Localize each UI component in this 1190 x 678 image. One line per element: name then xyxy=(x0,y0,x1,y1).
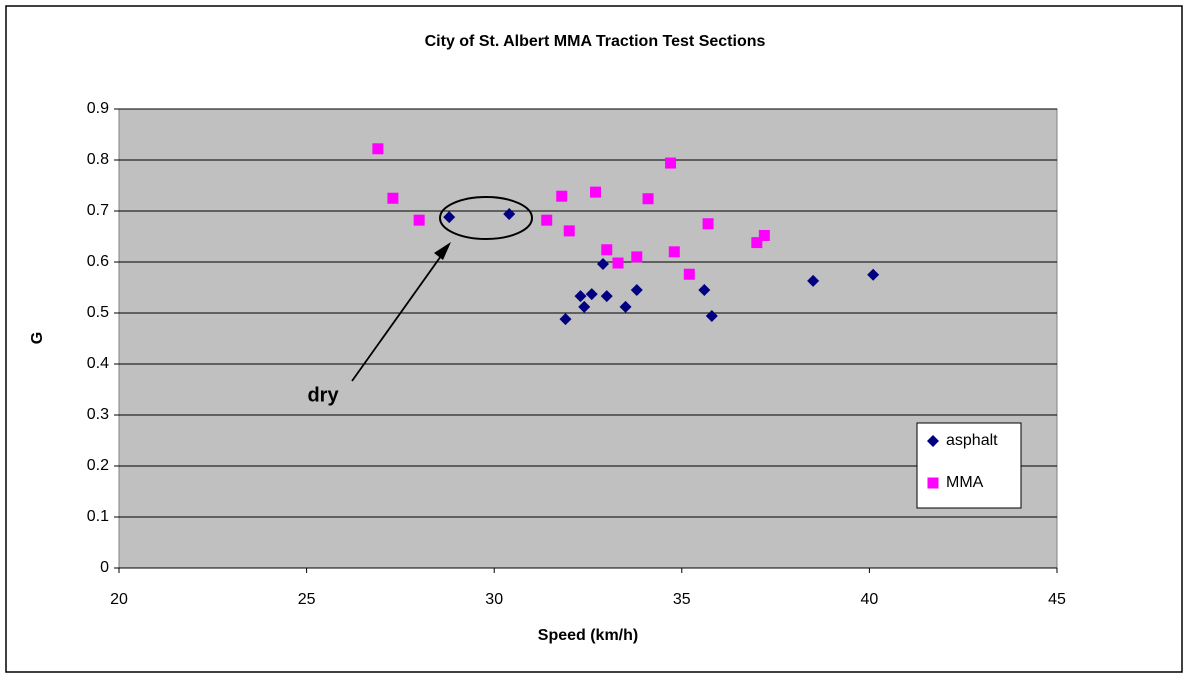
point xyxy=(683,268,695,280)
point xyxy=(387,192,399,204)
point xyxy=(563,225,575,237)
point xyxy=(590,186,602,198)
point xyxy=(630,284,643,297)
plot-area xyxy=(118,108,1058,569)
point xyxy=(556,190,568,202)
y-tick-label: 0.8 xyxy=(87,151,109,168)
x-tick-label: 30 xyxy=(485,591,503,608)
point xyxy=(705,310,718,323)
y-tick-label: 0.1 xyxy=(87,508,109,525)
point xyxy=(578,300,591,313)
point xyxy=(642,193,654,205)
annotation-ellipse xyxy=(439,196,533,240)
x-tick-label: 45 xyxy=(1048,591,1066,608)
y-tick-label: 0 xyxy=(100,559,109,576)
point xyxy=(668,246,680,258)
x-tick-label: 40 xyxy=(861,591,879,608)
point xyxy=(443,211,456,224)
legend-marker xyxy=(927,477,939,489)
point xyxy=(867,268,880,281)
annotation-text: dry xyxy=(307,384,339,406)
y-tick-label: 0.3 xyxy=(87,406,109,423)
point xyxy=(698,284,711,297)
point xyxy=(559,313,572,326)
legend-marker xyxy=(927,435,939,447)
annotation-arrow xyxy=(351,248,447,382)
x-tick-label: 20 xyxy=(110,591,128,608)
legend-label: asphalt xyxy=(946,432,998,449)
x-axis-label: Speed (km/h) xyxy=(538,627,638,644)
chart-title: City of St. Albert MMA Traction Test Sec… xyxy=(425,33,766,50)
point xyxy=(601,244,613,256)
y-tick-label: 0.6 xyxy=(87,253,109,270)
y-tick-label: 0.5 xyxy=(87,304,109,321)
point xyxy=(413,214,425,226)
point xyxy=(372,143,384,155)
point xyxy=(807,274,820,287)
point xyxy=(503,208,516,221)
point xyxy=(702,218,714,230)
arrow-head xyxy=(434,242,451,260)
y-tick-label: 0.9 xyxy=(87,100,109,117)
point xyxy=(541,214,553,226)
y-tick-label: 0.2 xyxy=(87,457,109,474)
point xyxy=(600,290,613,303)
legend-label: MMA xyxy=(946,474,984,491)
y-tick-label: 0.4 xyxy=(87,355,109,372)
point xyxy=(631,251,643,263)
y-tick-label: 0.7 xyxy=(87,202,109,219)
x-tick-label: 25 xyxy=(298,591,316,608)
point xyxy=(597,258,610,271)
point xyxy=(665,157,677,169)
point xyxy=(574,290,587,303)
point xyxy=(585,288,598,301)
point xyxy=(619,300,632,313)
point xyxy=(758,229,770,241)
point xyxy=(612,257,624,269)
point xyxy=(751,237,763,249)
x-tick-label: 35 xyxy=(673,591,691,608)
y-axis-label: G xyxy=(29,332,46,344)
